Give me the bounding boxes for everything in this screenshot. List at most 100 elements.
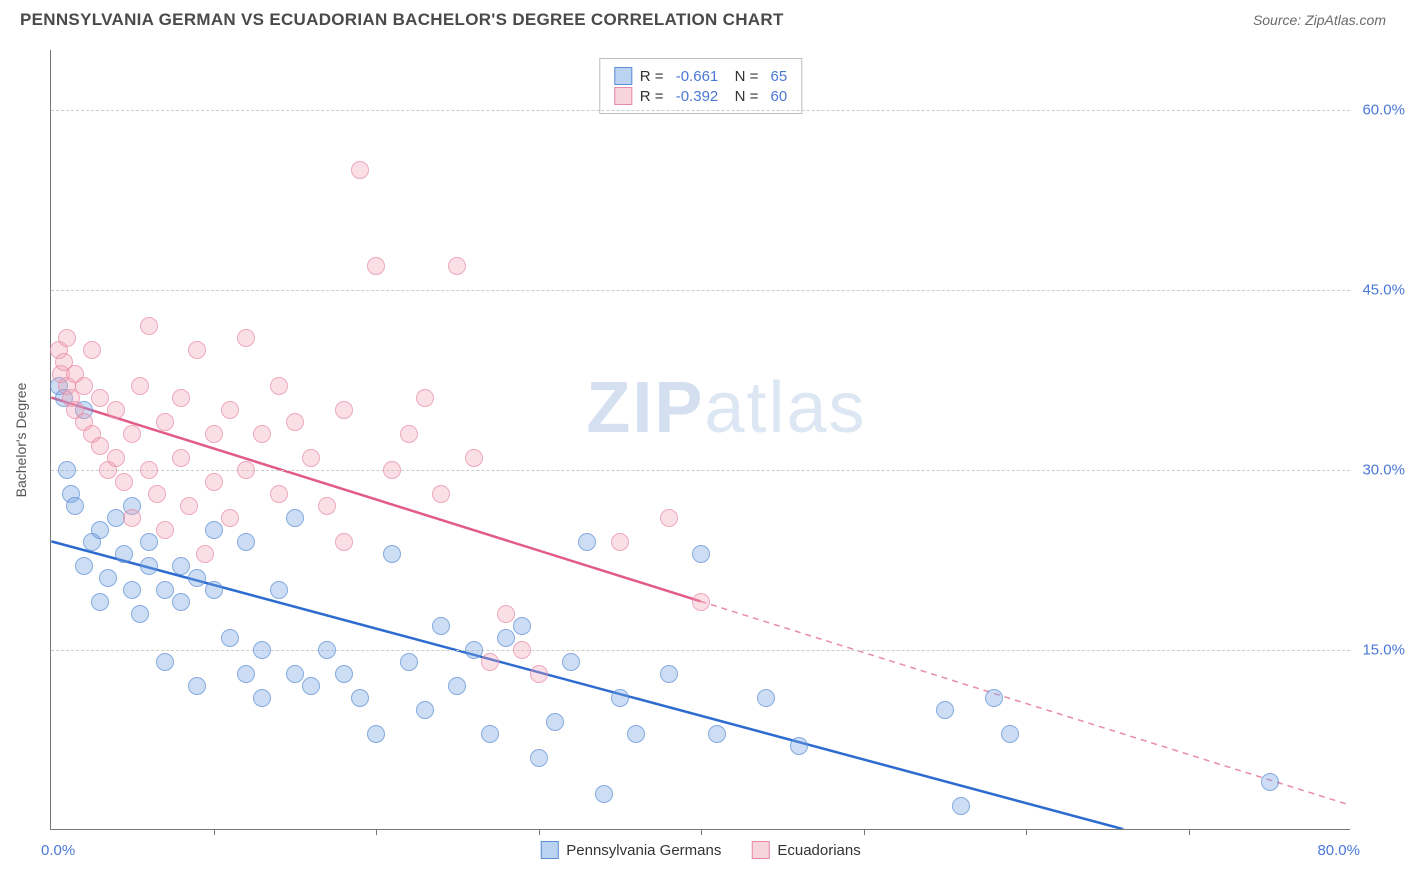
- data-point: [481, 725, 499, 743]
- data-point: [156, 413, 174, 431]
- chart-title: PENNSYLVANIA GERMAN VS ECUADORIAN BACHEL…: [20, 10, 784, 30]
- data-point: [140, 461, 158, 479]
- data-point: [465, 449, 483, 467]
- data-point: [58, 461, 76, 479]
- data-point: [172, 557, 190, 575]
- data-point: [131, 377, 149, 395]
- data-point: [400, 425, 418, 443]
- data-point: [270, 485, 288, 503]
- data-point: [481, 653, 499, 671]
- data-point: [318, 497, 336, 515]
- gridline: [51, 290, 1350, 291]
- chart-plot-area: Bachelor's Degree ZIPatlas R = -0.661 N …: [50, 50, 1350, 830]
- data-point: [318, 641, 336, 659]
- data-point: [237, 461, 255, 479]
- data-point: [351, 161, 369, 179]
- data-point: [513, 641, 531, 659]
- data-point: [513, 617, 531, 635]
- data-point: [156, 521, 174, 539]
- data-point: [148, 485, 166, 503]
- data-point: [237, 533, 255, 551]
- y-tick-label: 15.0%: [1355, 642, 1405, 659]
- legend-item-blue: Pennsylvania Germans: [540, 841, 721, 859]
- data-point: [497, 629, 515, 647]
- gridline: [51, 110, 1350, 111]
- data-point: [123, 509, 141, 527]
- data-point: [140, 557, 158, 575]
- r-value-blue: -0.661: [676, 68, 719, 85]
- data-point: [1001, 725, 1019, 743]
- data-point: [205, 521, 223, 539]
- data-point: [172, 593, 190, 611]
- data-point: [367, 257, 385, 275]
- n-value-blue: 65: [771, 68, 788, 85]
- data-point: [75, 557, 93, 575]
- series-legend: Pennsylvania Germans Ecuadorians: [540, 841, 860, 859]
- r-value-pink: -0.392: [676, 88, 719, 105]
- data-point: [416, 701, 434, 719]
- data-point: [188, 569, 206, 587]
- data-point: [286, 665, 304, 683]
- data-point: [335, 533, 353, 551]
- data-point: [91, 389, 109, 407]
- data-point: [205, 425, 223, 443]
- data-point: [660, 665, 678, 683]
- data-point: [367, 725, 385, 743]
- data-point: [172, 389, 190, 407]
- data-point: [302, 449, 320, 467]
- x-min-label: 0.0%: [41, 842, 75, 859]
- data-point: [253, 641, 271, 659]
- data-point: [58, 329, 76, 347]
- data-point: [611, 533, 629, 551]
- data-point: [351, 689, 369, 707]
- data-point: [530, 749, 548, 767]
- y-axis-label: Bachelor's Degree: [13, 382, 29, 497]
- data-point: [188, 341, 206, 359]
- data-point: [497, 605, 515, 623]
- data-point: [156, 581, 174, 599]
- data-point: [270, 581, 288, 599]
- watermark-light: atlas: [704, 368, 866, 448]
- data-point: [123, 425, 141, 443]
- data-point: [66, 497, 84, 515]
- data-point: [286, 509, 304, 527]
- data-point: [335, 401, 353, 419]
- data-point: [335, 665, 353, 683]
- chart-header: PENNSYLVANIA GERMAN VS ECUADORIAN BACHEL…: [0, 0, 1406, 36]
- data-point: [302, 677, 320, 695]
- legend-item-pink: Ecuadorians: [751, 841, 860, 859]
- legend-row-pink: R = -0.392 N = 60: [614, 87, 787, 105]
- data-point: [562, 653, 580, 671]
- data-point: [91, 437, 109, 455]
- data-point: [432, 617, 450, 635]
- swatch-blue-icon: [540, 841, 558, 859]
- data-point: [692, 593, 710, 611]
- data-point: [546, 713, 564, 731]
- data-point: [660, 509, 678, 527]
- x-tick: [1189, 829, 1190, 835]
- swatch-blue-icon: [614, 67, 632, 85]
- data-point: [790, 737, 808, 755]
- data-point: [221, 509, 239, 527]
- watermark: ZIPatlas: [586, 367, 866, 449]
- data-point: [416, 389, 434, 407]
- data-point: [131, 605, 149, 623]
- gridline: [51, 650, 1350, 651]
- data-point: [180, 497, 198, 515]
- data-point: [91, 593, 109, 611]
- data-point: [611, 689, 629, 707]
- data-point: [708, 725, 726, 743]
- data-point: [115, 545, 133, 563]
- swatch-pink-icon: [751, 841, 769, 859]
- x-tick: [1026, 829, 1027, 835]
- data-point: [237, 329, 255, 347]
- correlation-legend: R = -0.661 N = 65 R = -0.392 N = 60: [599, 58, 802, 114]
- data-point: [91, 521, 109, 539]
- data-point: [432, 485, 450, 503]
- data-point: [400, 653, 418, 671]
- y-tick-label: 45.0%: [1355, 282, 1405, 299]
- data-point: [530, 665, 548, 683]
- data-point: [140, 533, 158, 551]
- data-point: [985, 689, 1003, 707]
- data-point: [221, 629, 239, 647]
